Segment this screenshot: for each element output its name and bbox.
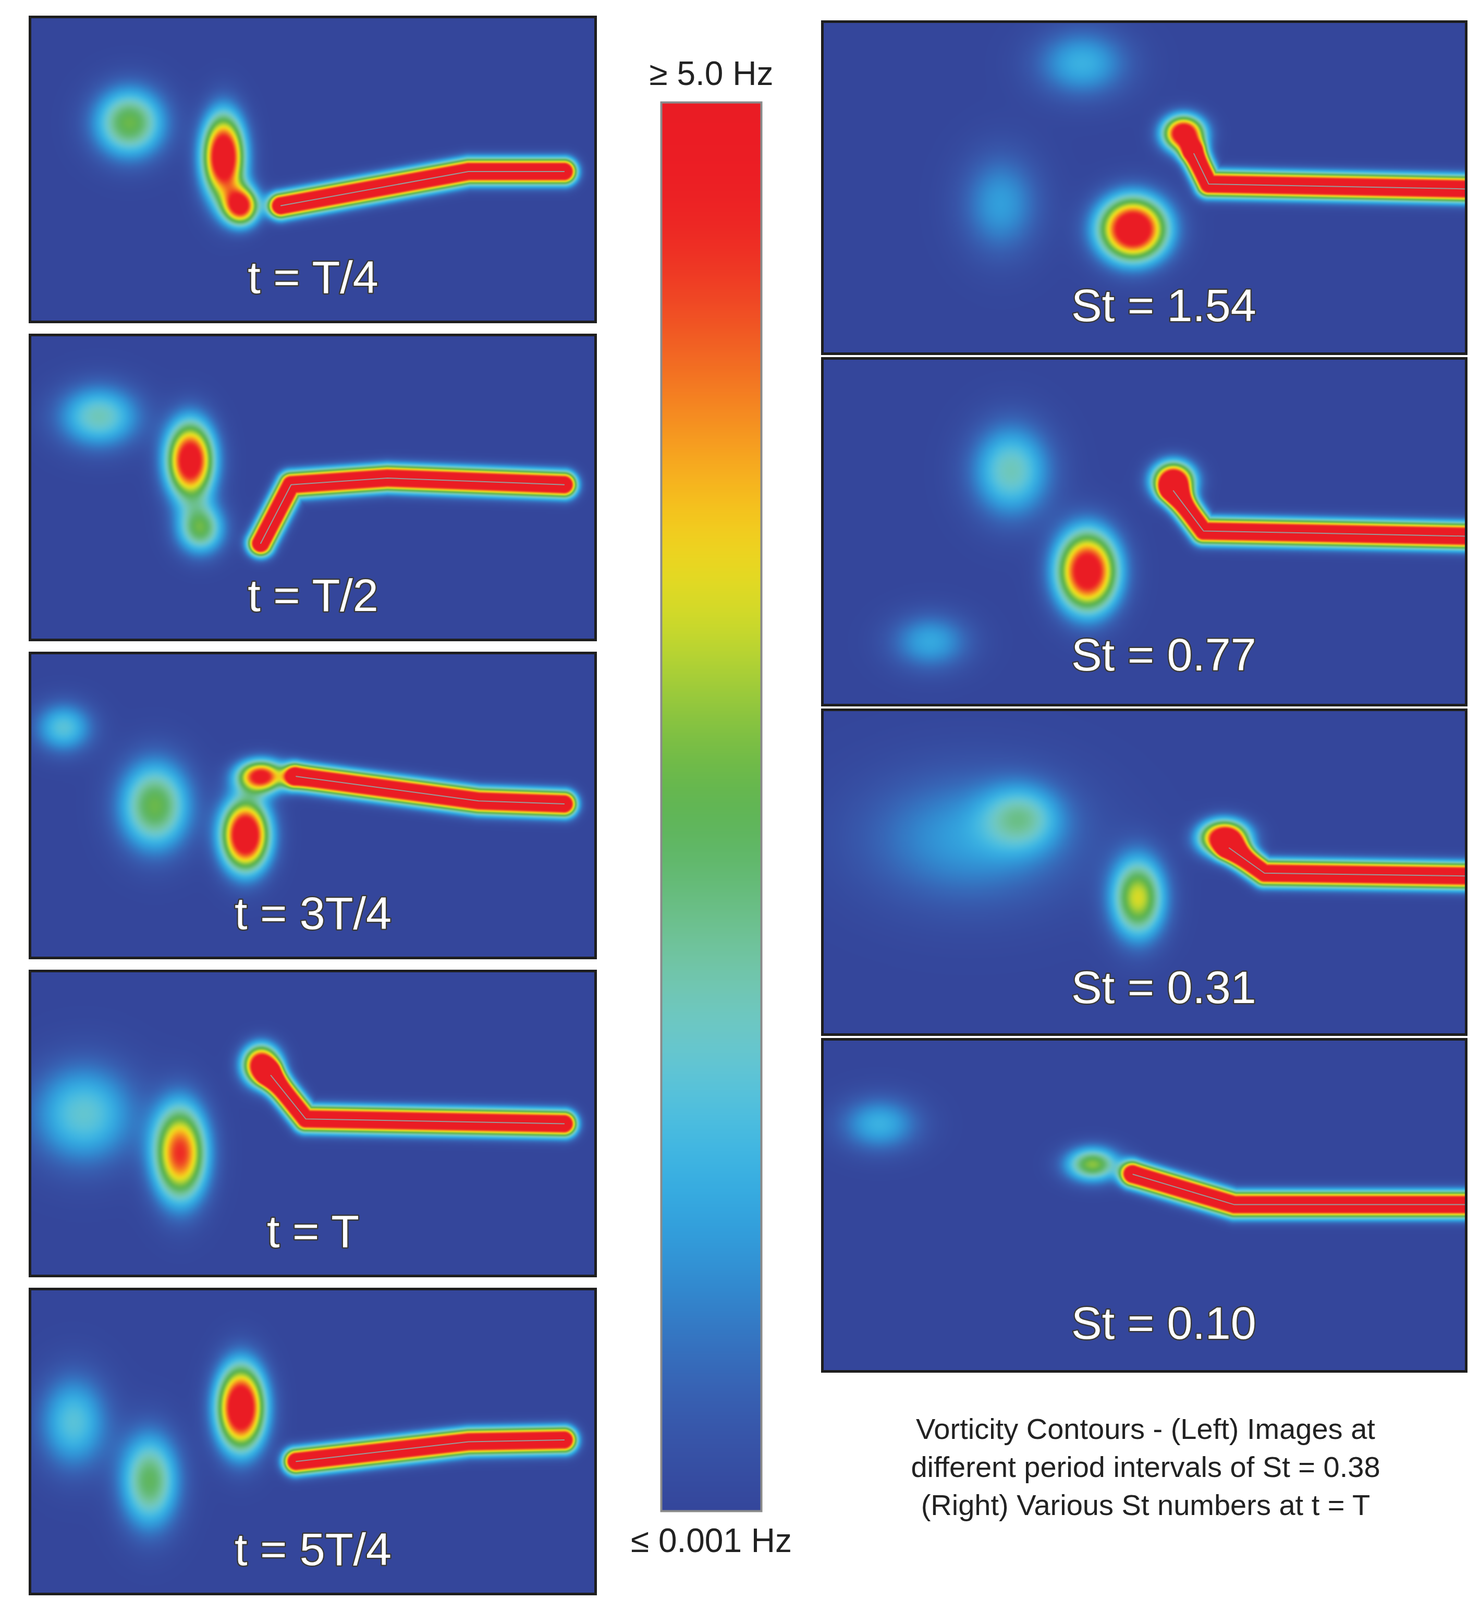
html-text:different period intervals of: different period intervals of St = 0.38 <box>910 1450 1381 1484</box>
svg-text:St = 0.10: St = 0.10 <box>1071 1297 1257 1349</box>
svg-text:St = 1.54: St = 1.54 <box>1071 279 1257 332</box>
svg-text:≤ 0.001 Hz: ≤ 0.001 Hz <box>630 1521 792 1560</box>
svg-text:St = 0.31: St = 0.31 <box>1071 961 1257 1013</box>
svg-text:t = T: t = T <box>266 1205 360 1257</box>
html-text:(Right) Various St numbers at: (Right) Various St numbers at t = T <box>920 1488 1371 1521</box>
svg-text:t = T/2: t = T/2 <box>247 569 378 621</box>
html-text:Vorticity Contours - (Left) Im: Vorticity Contours - (Left) Images at <box>915 1412 1376 1446</box>
svg-text:St = 0.77: St = 0.77 <box>1071 628 1257 681</box>
svg-text:t = T/4: t = T/4 <box>247 251 378 303</box>
svg-text:≥ 5.0 Hz: ≥ 5.0 Hz <box>649 54 774 93</box>
svg-text:t = 3T/4: t = 3T/4 <box>234 887 392 939</box>
svg-text:t = 5T/4: t = 5T/4 <box>234 1523 392 1575</box>
